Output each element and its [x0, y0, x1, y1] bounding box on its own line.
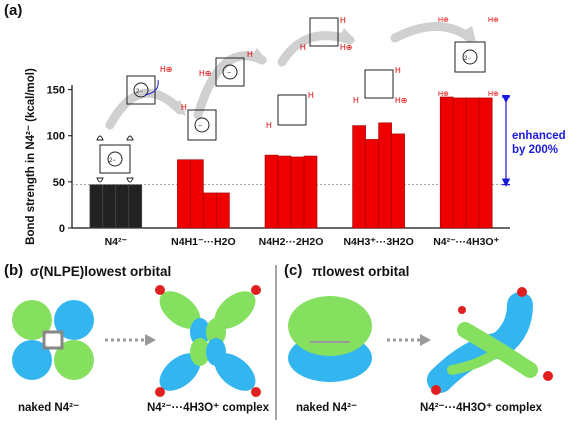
svg-text:H: H	[340, 16, 346, 25]
panel-c-caption-right: N4²⁻···4H3O⁺ complex	[420, 402, 543, 414]
bar	[391, 133, 405, 229]
arrow-2	[193, 51, 267, 120]
svg-text:−: −	[198, 123, 202, 130]
bar	[290, 156, 305, 229]
naked-sigma-orbital	[12, 300, 94, 380]
bar	[277, 155, 292, 229]
bar	[102, 184, 117, 229]
svg-text:−: −	[227, 70, 231, 77]
bar	[439, 96, 454, 229]
svg-text:H⊕: H⊕	[160, 65, 172, 74]
x-tick-label: N4²⁻···4H3O⁺	[433, 236, 499, 248]
y-tick-label: 150	[47, 85, 65, 97]
bar	[352, 125, 366, 229]
bar	[216, 192, 230, 229]
x-tick-label: N4²⁻	[105, 236, 128, 248]
svg-text:2−: 2−	[136, 89, 143, 95]
molecule-n4-4h3o: 2− H⊕ H⊕ H⊕ H⊕	[438, 17, 499, 98]
bar	[115, 184, 130, 229]
arrow-heads	[170, 26, 476, 116]
bar	[89, 184, 104, 229]
chart-labels: N4²⁻ N4H1⁻···H2O N4H2···2H2O N4H3⁺···3H2O N4…	[105, 130, 566, 248]
bar	[303, 155, 318, 229]
y-axis-title: Bond strength in N4²⁻ (kcal/mol)	[25, 68, 37, 245]
bar	[378, 122, 392, 229]
naked-pi-orbital	[288, 296, 372, 382]
y-tick-label: 50	[53, 177, 65, 189]
svg-text:H: H	[395, 66, 401, 75]
svg-text:H⊕: H⊕	[488, 91, 499, 98]
chart-bars	[89, 96, 493, 229]
bar	[365, 139, 379, 229]
svg-text:2−: 2−	[464, 56, 471, 62]
bar	[452, 97, 467, 229]
complex-pi-orbital	[427, 287, 553, 395]
x-tick-label: N4H1⁻···H2O	[171, 236, 235, 248]
y-tick-label: 100	[47, 131, 65, 143]
panel-c-label: (c)	[284, 262, 303, 279]
arrow-4	[390, 22, 475, 43]
molecule-n4h2-top: − H⊕ H	[199, 50, 253, 87]
complex-sigma-orbital	[155, 285, 261, 397]
bar	[177, 159, 191, 229]
molecule-n4h2: H H	[266, 91, 314, 130]
bar	[264, 154, 279, 229]
panel-b-caption-right: N4²⁻···4H3O⁺ complex	[147, 402, 270, 414]
panel-b-caption-left: naked N4²⁻	[18, 402, 80, 414]
arrow-1	[105, 88, 185, 130]
molecule-n4-naked: 2−	[96, 135, 134, 183]
bar	[478, 97, 493, 229]
x-tick-label: N4H2···2H2O	[259, 236, 324, 248]
bar	[203, 192, 217, 229]
molecule-n4h1: − H	[181, 103, 217, 141]
panel-a-label: (a)	[4, 2, 23, 19]
svg-text:H: H	[181, 103, 187, 112]
svg-text:2−: 2−	[109, 158, 116, 164]
panel-c-title: πlowest orbital	[312, 264, 410, 279]
svg-text:H: H	[353, 96, 359, 105]
dotted-arrow-b	[105, 334, 156, 346]
svg-text:H: H	[247, 50, 253, 59]
svg-text:H: H	[266, 121, 272, 130]
bar	[465, 97, 480, 229]
svg-text:H: H	[300, 43, 306, 52]
molecule-n4h3: H H⊕ H	[353, 66, 407, 105]
orbital-panels	[12, 265, 553, 420]
enhanced-label-line2: by 200%	[512, 144, 558, 156]
transition-arrows	[105, 22, 475, 130]
enhanced-label-line1: enhanced	[512, 130, 566, 142]
molecule-n4h1-top: 2− H⊕	[126, 65, 172, 105]
bar	[128, 184, 143, 229]
bar	[190, 159, 204, 229]
bar-chart: 2− − H 2− H⊕ − H⊕ H H H	[25, 16, 566, 248]
chart-axes: 0 50 100 150 Bond strength in N4²⁻ (kcal/mol…	[25, 68, 511, 245]
svg-text:H⊕: H⊕	[340, 43, 352, 52]
x-tick-label: N4H3⁺···3H2O	[343, 236, 413, 248]
svg-text:H⊕: H⊕	[199, 69, 211, 78]
panel-b-label: (b)	[4, 262, 24, 279]
svg-text:H⊕: H⊕	[488, 17, 499, 24]
y-tick-label: 0	[59, 223, 65, 235]
molecule-n4h3-top: H H⊕ H	[300, 16, 352, 52]
svg-text:H: H	[308, 91, 314, 100]
svg-text:H⊕: H⊕	[438, 17, 449, 24]
svg-text:H⊕: H⊕	[438, 91, 449, 98]
panel-c-caption-left: naked N4²⁻	[296, 402, 358, 414]
dotted-arrow-c	[387, 334, 431, 346]
panel-b-title: σ(NLPE)lowest orbital	[30, 264, 172, 279]
svg-text:H⊕: H⊕	[395, 96, 407, 105]
